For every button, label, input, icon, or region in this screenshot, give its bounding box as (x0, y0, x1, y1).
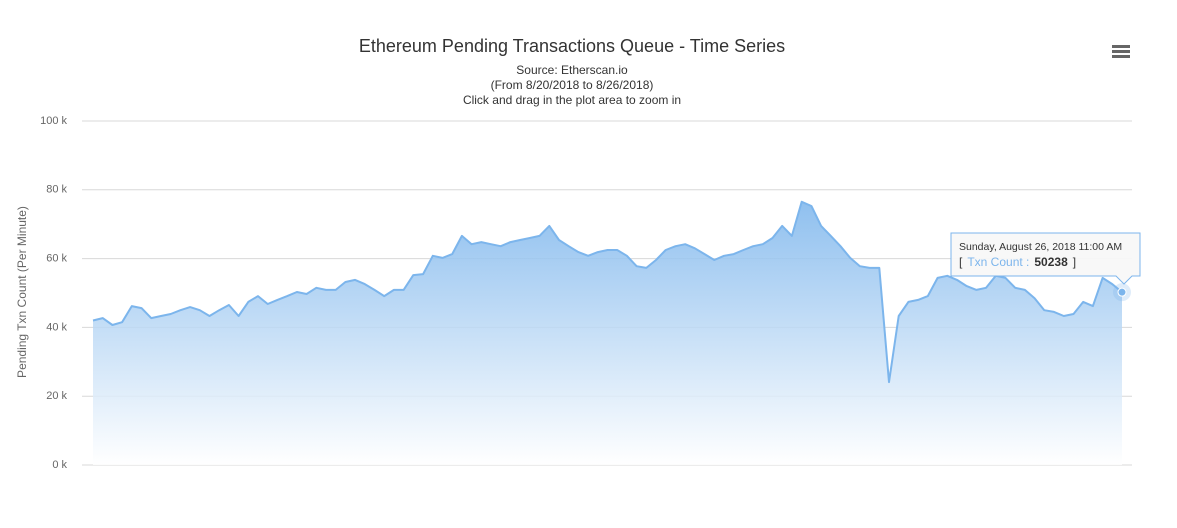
y-tick-label: 20 k (46, 390, 67, 402)
tooltip: Sunday, August 26, 2018 11:00 AM [ Txn Cou… (950, 232, 1141, 285)
subtitle: Click and drag in the plot area to zoom … (463, 93, 681, 107)
plot-area[interactable]: 0 k 20 k 40 k 60 k 80 k 100 k (40, 115, 1132, 471)
tooltip-part: ] (1073, 255, 1076, 269)
menu-bar (1112, 45, 1130, 48)
menu-bar (1112, 50, 1130, 53)
tooltip-part: [ (959, 255, 963, 269)
y-tick-label: 40 k (46, 321, 67, 333)
menu-bar (1112, 55, 1130, 58)
y-tick-label: 80 k (46, 184, 67, 196)
subtitle: (From 8/20/2018 to 8/26/2018) (491, 78, 654, 92)
hover-point (1117, 287, 1127, 297)
subtitle: Source: Etherscan.io (516, 63, 628, 77)
y-tick-label: 0 k (52, 459, 67, 471)
tooltip-part: Txn Count : (967, 255, 1029, 269)
tooltip-part: 50238 (1034, 255, 1068, 269)
tooltip-row: [ Txn Count : 50238] (959, 255, 1076, 269)
tooltip-title: Sunday, August 26, 2018 11:00 AM (959, 241, 1122, 253)
y-axis-title: Pending Txn Count (Per Minute) (15, 206, 29, 378)
chart-title: Ethereum Pending Transactions Queue - Ti… (359, 36, 785, 56)
area-line (92, 200, 1123, 384)
tooltip-box (950, 232, 1141, 285)
y-tick-label: 100 k (40, 115, 67, 127)
y-tick-label: 60 k (46, 253, 67, 265)
menu-button[interactable] (1112, 45, 1130, 58)
